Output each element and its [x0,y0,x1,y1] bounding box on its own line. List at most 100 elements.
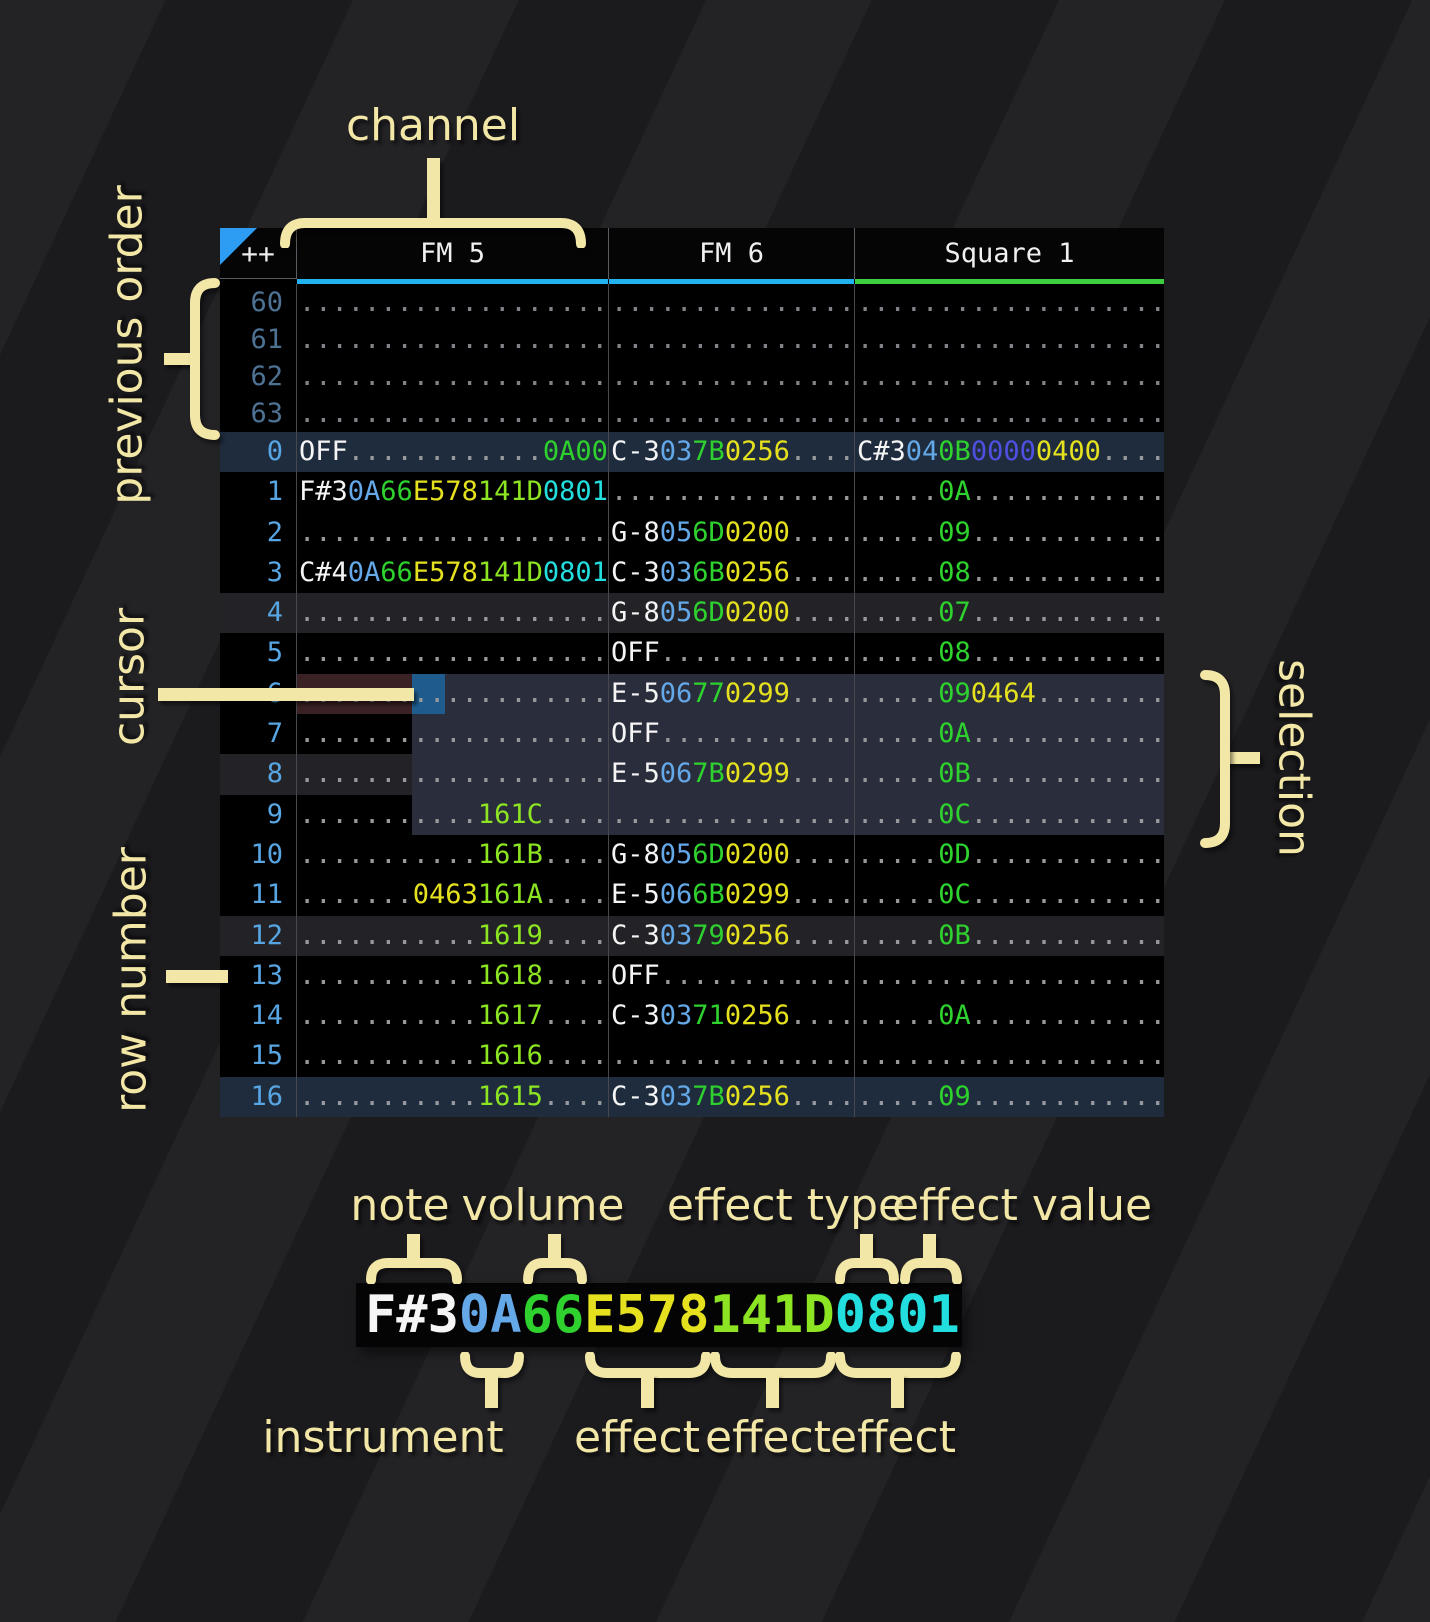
pattern-cell[interactable]: C-3037B0256.... [608,1076,855,1118]
row-number: 12 [250,919,283,951]
pattern-cell[interactable]: .....07............ [854,593,1166,634]
pattern-cell[interactable]: ............... [608,472,855,513]
row-number: 15 [250,1040,283,1072]
pattern-cell[interactable]: ...........161B.... [296,834,608,876]
effect2-bracket [710,1352,836,1378]
pattern-cursor [411,673,446,715]
pattern-cell[interactable]: ................... [296,321,608,358]
pattern-cell[interactable]: ...........161C.... [296,794,608,835]
pattern-cell[interactable]: ...........1617.... [296,996,608,1037]
pattern-cell[interactable]: ...........1616.... [296,1036,608,1077]
pattern-cell[interactable]: .....0B............ [854,915,1166,956]
pattern-cell[interactable]: C#3040B00000400.... [854,432,1166,473]
previous-order-brace [190,278,220,440]
cursor-annotation-label: cursor [103,607,155,747]
pattern-cell[interactable]: .....0A............ [854,996,1166,1037]
pattern-row-62: 62......................................… [220,358,1166,395]
pattern-cell[interactable]: .....09............ [854,1076,1166,1118]
row-number-annotation-label: row number [105,847,157,1113]
pattern-cell[interactable]: E-506770299.... [608,673,855,715]
magnified-cell-segment: 141D [709,1285,835,1345]
pattern-cell[interactable]: ................... [296,395,608,432]
pattern-cell[interactable]: ................... [296,358,608,395]
pattern-cell[interactable]: ............... [608,358,855,395]
pattern-cell[interactable]: ................... [854,321,1166,358]
row-number: 8 [266,758,283,790]
pattern-cell[interactable]: ................... [854,358,1166,395]
pattern-cell[interactable]: E-5066B0299.... [608,875,855,916]
note-stem [407,1234,420,1264]
pattern-cell[interactable]: OFF............0A00 [296,432,608,473]
pattern-cell[interactable]: .....0B............ [854,754,1166,795]
pattern-cell[interactable]: G-8056D0200.... [608,834,855,876]
order-add-button[interactable]: ++ [220,228,296,279]
selection-highlight [411,673,1164,835]
pattern-row-11: 11 .......0463161A.... E-5066B0299........… [220,875,1166,916]
pattern-cell[interactable]: C-303790256.... [608,915,855,956]
pattern-cell[interactable]: ................... [296,512,608,553]
channel-header-square-1[interactable]: Square 1 [854,228,1164,279]
channel-header-fm-6[interactable]: FM 6 [608,228,854,279]
row-number: 0 [266,436,283,467]
selection-annotation-label: selection [1268,659,1320,857]
pattern-row-1: 1 F#30A66E578141D0801....................… [220,472,1166,513]
pattern-row-0: 0 OFF............0A00 C-3037B0256.... C#304… [220,432,1166,473]
pattern-cell[interactable]: C-3036B0256.... [608,552,855,594]
pattern-cell[interactable]: ................... [296,593,608,634]
pattern-cell[interactable]: OFF............ [608,633,855,674]
pattern-cell[interactable]: F#30A66E578141D0801 [296,472,608,513]
pattern-cell[interactable]: ................... [296,754,608,795]
pattern-editor: ++ FM 5 FM 6 Square 1 60..................… [220,228,1166,1118]
pattern-cell[interactable]: C-3037B0256.... [608,432,855,473]
pattern-cell[interactable]: .......0463161A.... [296,875,608,916]
pattern-cell[interactable]: ................... [854,395,1166,432]
pattern-cell[interactable]: ................... [854,955,1166,997]
row-number: 62 [250,361,283,392]
pattern-cell[interactable]: OFF............ [608,714,855,755]
effect3-annotation-label: effect [830,1412,956,1463]
pattern-cell[interactable]: ............... [608,395,855,432]
pattern-cell[interactable]: ................... [854,284,1166,321]
pattern-cell[interactable]: ...........1619.... [296,915,608,956]
pattern-row-3: 3 C#40A66E578141D0801 C-3036B0256.........… [220,552,1166,594]
pattern-cell[interactable]: ...........1618.... [296,955,608,997]
pattern-cell[interactable]: G-8056D0200.... [608,593,855,634]
pattern-cell[interactable]: .....0C............ [854,794,1166,835]
effect-value-stem [923,1234,936,1264]
pattern-cell[interactable]: .....09............ [854,512,1166,553]
pattern-cell[interactable]: E-5067B0299.... [608,754,855,795]
volume-annotation-label: volume [461,1180,625,1231]
channel-header-row: ++ FM 5 FM 6 Square 1 [220,228,1164,279]
pattern-row-10: 10 ...........161B.... G-8056D0200........… [220,834,1166,876]
instrument-annotation-label: instrument [262,1412,504,1463]
pattern-cell[interactable]: OFF............ [608,955,855,997]
pattern-cell[interactable]: .....090464........ [854,673,1166,715]
pattern-cell[interactable]: C-303710256.... [608,996,855,1037]
row-number: 1 [266,476,283,508]
pattern-cell[interactable]: .....0D............ [854,834,1166,876]
pattern-cell[interactable]: ............... [608,1036,855,1077]
pattern-cell[interactable]: ............... [608,284,855,321]
pattern-cell[interactable]: ................... [296,284,608,321]
pattern-cell[interactable]: .....0A............ [854,472,1166,513]
pattern-cell[interactable]: .....08............ [854,633,1166,674]
channel-accent-bar [608,279,854,284]
note-bracket [366,1258,462,1284]
pattern-cell[interactable]: ................... [854,1036,1166,1077]
pattern-cell[interactable]: ............... [608,321,855,358]
pattern-cell[interactable]: ................... [296,714,608,755]
pattern-cell[interactable]: C#40A66E578141D0801 [296,552,608,594]
pattern-cell[interactable]: ...........1615.... [296,1076,608,1118]
row-number: 2 [266,516,283,548]
effect2-stem [766,1374,779,1408]
pattern-cell[interactable]: ................... [296,633,608,674]
pattern-cell[interactable]: .....0C............ [854,875,1166,916]
channel-header-fm-5[interactable]: FM 5 [296,228,608,279]
previous-order-annotation-label: previous order [101,185,153,505]
effect-type-stem [860,1234,873,1264]
pattern-cell[interactable]: .....08............ [854,552,1166,594]
pattern-cell[interactable]: ............... [608,794,855,835]
row-number: 3 [266,556,283,588]
pattern-cell[interactable]: G-8056D0200.... [608,512,855,553]
pattern-cell[interactable]: .....0A............ [854,714,1166,755]
